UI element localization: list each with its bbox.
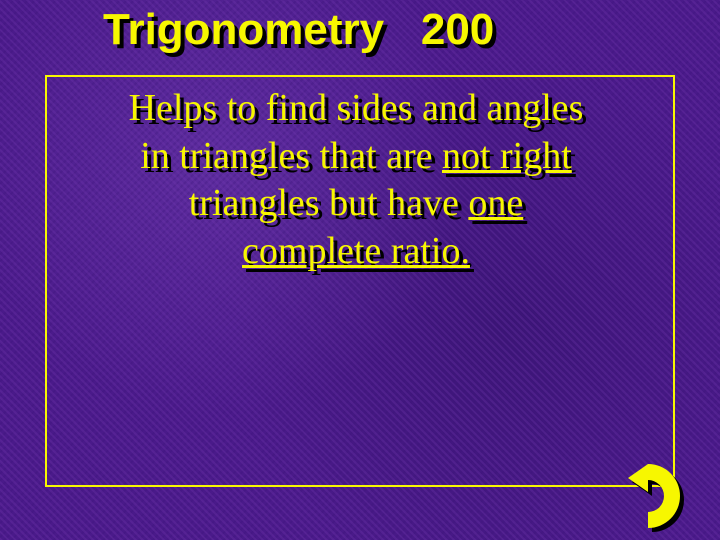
slide-title: Trigonometry 200 [103,5,494,55]
body-text: Helps to find sides and angles in triang… [47,89,673,279]
body-line2pre: in triangles that are [140,135,442,177]
body-line4u: complete ratio. [242,230,470,272]
content-box: Helps to find sides and angles in triang… [45,75,675,487]
title-value: 200 [421,5,494,54]
return-icon[interactable] [628,464,700,528]
body-line3pre: triangles but have [189,182,469,224]
title-category: Trigonometry [103,5,384,54]
body-text-foreground: Helps to find sides and angles in triang… [43,85,669,275]
body-line2u: not right [442,135,572,177]
body-line3u: one [468,182,523,224]
slide: Trigonometry 200 Trigonometry 200 Helps … [0,0,720,540]
body-line1: Helps to find sides and angles [129,87,584,129]
